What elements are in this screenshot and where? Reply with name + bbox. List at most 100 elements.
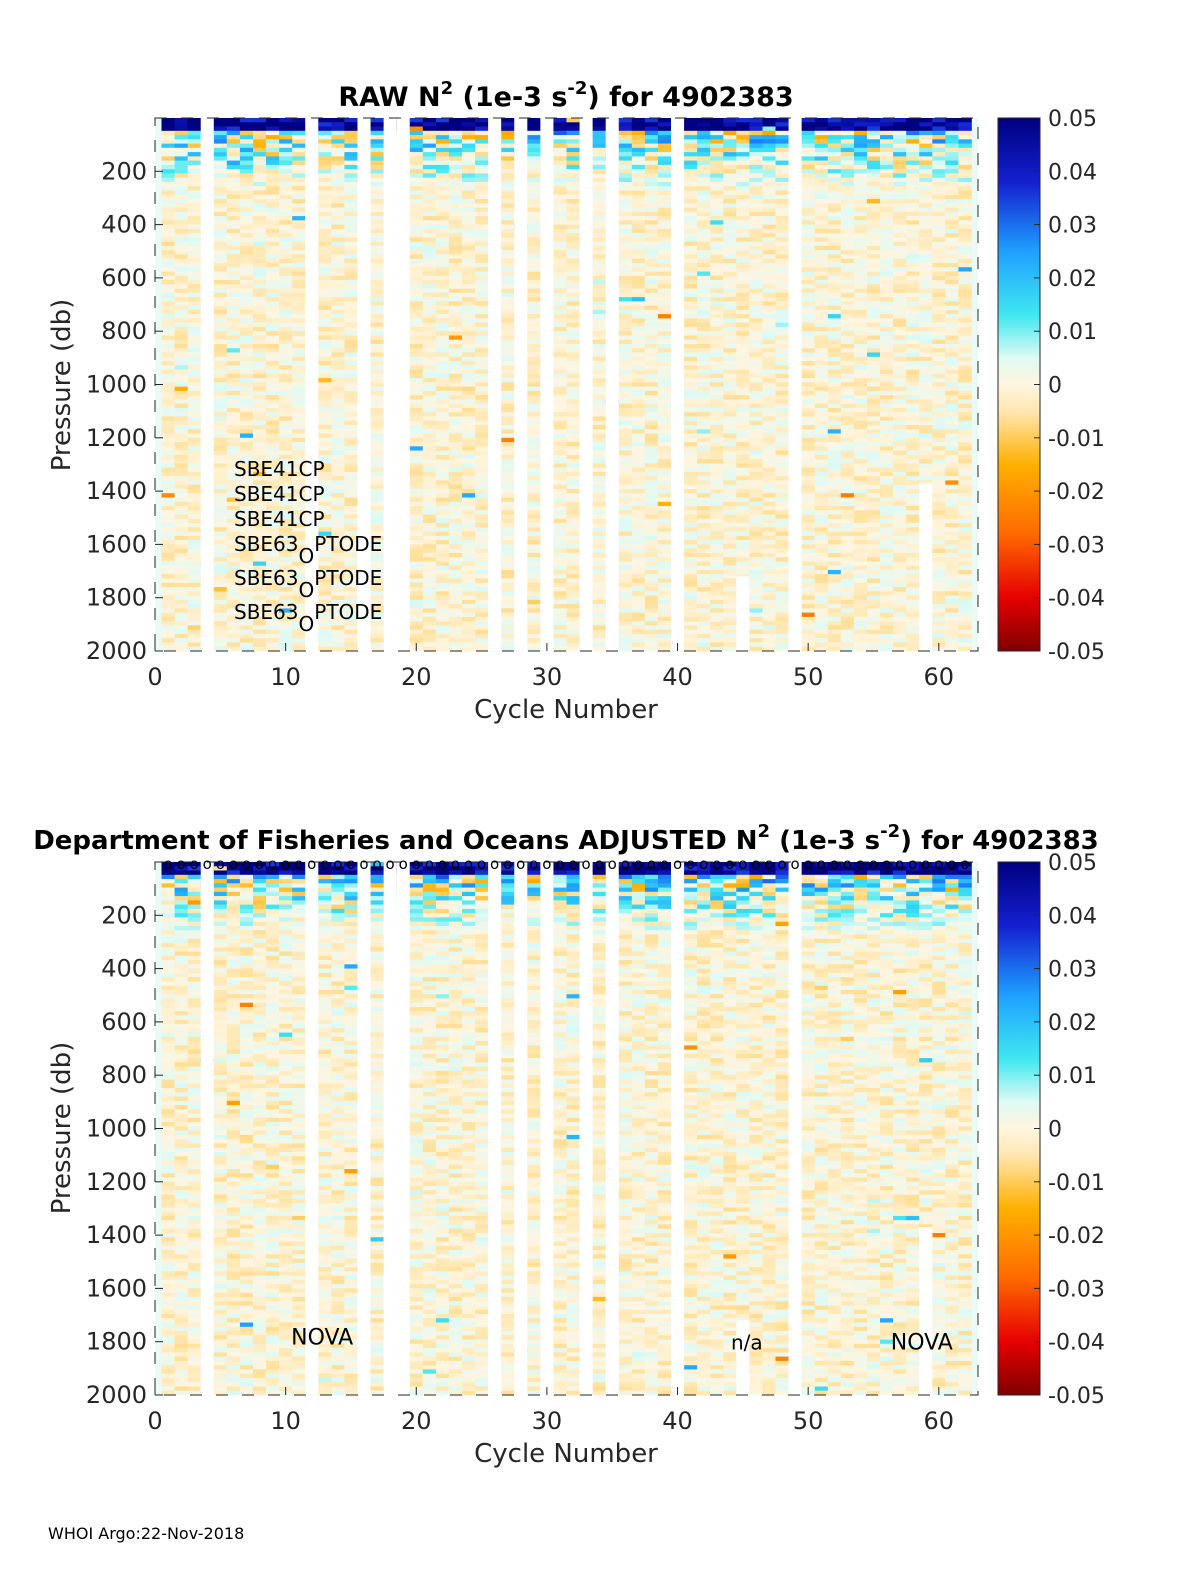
heatmap-cell (592, 480, 606, 485)
heatmap-cell (213, 118, 228, 123)
heatmap-cell (344, 552, 358, 558)
heatmap-cell (501, 237, 515, 242)
heatmap-cell (501, 450, 515, 456)
heatmap-cell (644, 301, 659, 306)
heatmap-cell (187, 135, 202, 140)
heatmap-cell (553, 548, 567, 554)
heatmap-cell (292, 250, 306, 255)
heatmap-cell (592, 506, 606, 511)
heatmap-cell (239, 182, 254, 187)
heatmap-cell (592, 190, 606, 196)
heatmap-cell (527, 395, 541, 400)
heatmap-cell (501, 642, 515, 648)
heatmap-cell (422, 518, 437, 524)
heatmap-cell (475, 535, 489, 541)
heatmap-cell (553, 561, 567, 567)
heatmap-cell (527, 301, 541, 306)
heatmap-cell (344, 254, 358, 259)
heatmap-cell (370, 177, 384, 183)
heatmap-cell (422, 169, 437, 174)
heatmap-cell (553, 386, 567, 392)
heatmap-cell (422, 599, 437, 605)
heatmap-cell (292, 228, 306, 234)
heatmap-cell (292, 561, 306, 567)
heatmap-cell (292, 416, 306, 422)
heatmap-cell (618, 301, 633, 306)
heatmap-cell (292, 608, 306, 613)
heatmap-cell (409, 130, 424, 136)
heatmap-cell (344, 531, 358, 537)
heatmap-cell (331, 254, 345, 259)
heatmap-cell (631, 544, 646, 549)
heatmap-cell (592, 642, 606, 648)
heatmap-cell (592, 331, 606, 336)
heatmap-cell (226, 254, 241, 259)
heatmap-cell (370, 574, 384, 579)
heatmap-cell (475, 629, 489, 635)
heatmap-cell (331, 437, 345, 443)
heatmap-cell (253, 629, 267, 635)
heatmap-cell (644, 352, 659, 358)
heatmap-cell (239, 233, 254, 238)
raw-n2-panel: RAW N2 (1e-3 s-2) for 4902383 0 10 20 30 40 5… (47, 78, 1105, 725)
heatmap-cell (644, 275, 659, 281)
heatmap-cell (174, 395, 188, 400)
heatmap-cell (435, 331, 450, 336)
heatmap-cell (501, 608, 515, 613)
heatmap-cell (253, 314, 267, 319)
heatmap-cell (475, 531, 489, 537)
heatmap-cell (422, 540, 437, 545)
heatmap-cell (644, 467, 659, 473)
heatmap-cell (239, 616, 254, 622)
heatmap-cell (213, 152, 228, 157)
heatmap-cell (618, 378, 633, 383)
heatmap-cell (253, 220, 267, 225)
heatmap-cell (448, 139, 463, 144)
heatmap-cell (422, 480, 437, 485)
heatmap-cell (409, 344, 424, 349)
heatmap-cell (226, 271, 241, 277)
heatmap-cell (266, 506, 280, 511)
heatmap-cell (239, 352, 254, 358)
heatmap-cell (239, 386, 254, 392)
heatmap-cell (318, 471, 332, 477)
heatmap-cell (344, 433, 358, 439)
heatmap-cell (657, 275, 672, 281)
heatmap-cell (174, 331, 188, 336)
heatmap-cell (161, 245, 175, 251)
heatmap-cell (226, 126, 241, 132)
heatmap-cell (161, 450, 175, 456)
heatmap-cell (553, 437, 567, 443)
heatmap-cell (187, 493, 202, 498)
heatmap-cell (161, 616, 175, 622)
heatmap-cell (266, 629, 280, 635)
heatmap-cell (462, 433, 476, 439)
heatmap-cell (501, 314, 515, 319)
heatmap-cell (253, 621, 267, 626)
heatmap-cell (174, 574, 188, 579)
heatmap-cell (226, 135, 241, 140)
heatmap-cell (618, 489, 633, 494)
heatmap-cell (370, 561, 384, 567)
heatmap-cell (631, 194, 646, 200)
heatmap-cell (631, 292, 646, 298)
heatmap-cell (618, 557, 633, 562)
heatmap-cell (592, 118, 606, 123)
heatmap-cell (644, 339, 659, 345)
heatmap-cell (266, 454, 280, 460)
heatmap-cell (292, 484, 306, 490)
heatmap-cell (462, 314, 476, 319)
heatmap-cell (527, 591, 541, 596)
heatmap-cell (344, 361, 358, 366)
heatmap-cell (253, 292, 267, 298)
heatmap-cell (174, 412, 188, 417)
heatmap-cell (253, 135, 267, 140)
heatmap-cell (370, 254, 384, 259)
heatmap-cell (501, 211, 515, 217)
heatmap-cell (344, 386, 358, 392)
heatmap-cell (618, 305, 633, 311)
heatmap-cell (253, 233, 267, 238)
heatmap-cell (161, 557, 175, 562)
heatmap-cell (422, 625, 437, 630)
heatmap-cell (318, 356, 332, 362)
